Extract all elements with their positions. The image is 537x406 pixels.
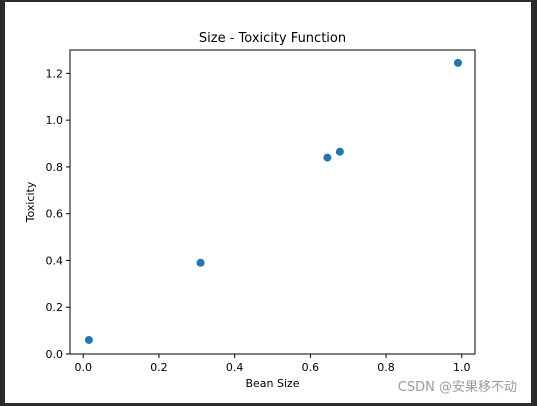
axes: 0.0 0.2 0.4 0.6 0.8 1.0 0.0 0.2 0.4 0.6 0.8 1.0 1.2 [46, 49, 476, 374]
x-tick-label: 0.6 [302, 361, 320, 374]
x-tick-label: 0.4 [226, 361, 244, 374]
chart-figure: Size - Toxicity Function 0.0 0.2 0.4 0.6 0.8… [5, 2, 531, 403]
y-tick-label: 0.2 [46, 301, 64, 314]
x-tick-label: 1.0 [453, 361, 471, 374]
y-axis-label: Toxicity [24, 181, 37, 223]
y-tick-label: 0.4 [46, 254, 64, 267]
scatter-points [84, 58, 462, 344]
y-tick-label: 0.0 [46, 348, 64, 361]
scatter-point [453, 58, 462, 67]
scatter-point [335, 147, 344, 156]
scatter-point [196, 258, 205, 267]
y-tick-label: 1.0 [46, 114, 64, 127]
chart-svg: Size - Toxicity Function 0.0 0.2 0.4 0.6 0.8… [24, 31, 476, 390]
watermark: CSDN @安果移不动 [397, 380, 517, 395]
x-tick-label: 0.2 [150, 361, 168, 374]
y-tick-label: 0.6 [46, 208, 64, 221]
scatter-point [84, 335, 93, 344]
y-tick-label: 0.8 [46, 161, 64, 174]
plot-frame [69, 49, 476, 355]
scatter-point [323, 153, 332, 162]
y-tick-label: 1.2 [46, 67, 64, 80]
chart-title: Size - Toxicity Function [199, 31, 346, 46]
x-tick-label: 0.8 [377, 361, 395, 374]
x-axis-label: Bean Size [245, 377, 299, 390]
x-tick-label: 0.0 [74, 361, 92, 374]
